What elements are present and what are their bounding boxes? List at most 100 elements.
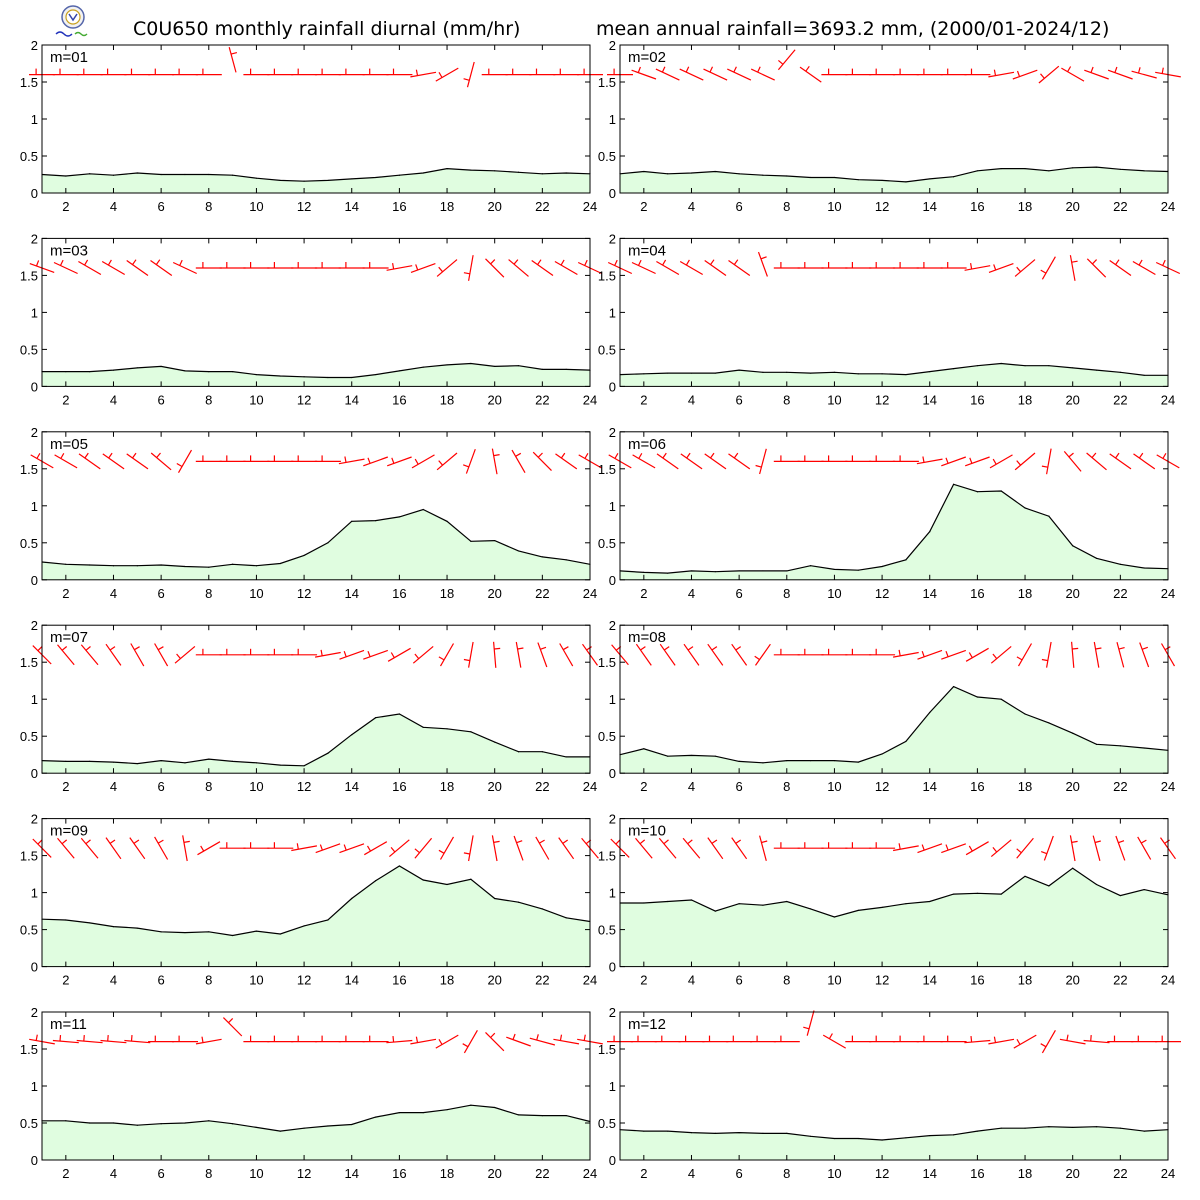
rainfall-point — [738, 369, 740, 371]
rainfall-point — [89, 1122, 91, 1124]
wind-barb-shaft — [537, 642, 548, 668]
wind-barb — [462, 448, 476, 474]
rainfall-point — [470, 362, 472, 365]
y-tick-label: 0.5 — [20, 923, 38, 938]
wind-barb-shaft — [703, 68, 728, 81]
wind-barb-feather — [733, 452, 739, 459]
wind-barb — [363, 841, 388, 856]
x-tick-label: 10 — [827, 199, 841, 214]
x-tick-label: 12 — [297, 1166, 311, 1181]
rainfall-point — [929, 178, 931, 180]
x-tick-label: 2 — [640, 779, 647, 794]
x-tick-label: 24 — [1161, 199, 1175, 214]
wind-barb-feather — [35, 1034, 38, 1041]
wind-barb — [1137, 836, 1152, 860]
wind-barb-feather — [516, 840, 523, 844]
rainfall-point — [1119, 168, 1121, 170]
x-tick-label: 16 — [970, 973, 984, 988]
wind-barb — [101, 259, 126, 276]
rainfall-point — [565, 368, 567, 370]
wind-barb-feather — [970, 262, 973, 270]
y-tick-label: 1.5 — [598, 655, 616, 670]
x-tick-label: 20 — [1065, 779, 1079, 794]
x-tick-label: 18 — [1018, 973, 1032, 988]
x-tick-label: 16 — [392, 586, 406, 601]
x-tick-label: 12 — [297, 973, 311, 988]
wind-barb-feather — [992, 653, 998, 659]
wind-barb-shaft — [964, 265, 991, 271]
rainfall-point — [65, 371, 67, 373]
wind-barb-feather — [661, 66, 666, 73]
wind-barb — [941, 456, 967, 467]
wind-barb-feather — [1090, 1035, 1092, 1042]
x-tick-label: 8 — [783, 586, 790, 601]
rainfall-point — [517, 901, 520, 903]
wind-barb-feather — [710, 452, 715, 459]
wind-barb — [726, 1035, 753, 1043]
wind-barb-shaft — [635, 643, 652, 666]
x-tick-label: 6 — [736, 779, 743, 794]
wind-barb — [463, 835, 474, 862]
wind-barb — [773, 1035, 800, 1043]
wind-barb — [339, 843, 365, 854]
rainfall-point — [1072, 167, 1074, 169]
wind-barb — [435, 1034, 459, 1049]
wind-barb-shaft — [150, 452, 172, 471]
rainfall-point — [446, 364, 448, 366]
y-tick-label: 2 — [609, 812, 616, 827]
x-tick-label: 2 — [640, 392, 647, 407]
wind-barb-shaft — [1086, 452, 1107, 471]
x-tick-label: 6 — [158, 779, 165, 794]
wind-barb — [821, 842, 848, 849]
wind-barb-shaft — [150, 260, 173, 276]
x-tick-label: 24 — [583, 973, 597, 988]
wind-barb — [773, 455, 800, 462]
y-tick-label: 0 — [31, 186, 38, 201]
wind-barb — [964, 456, 990, 467]
wind-barb — [513, 835, 524, 861]
x-tick-label: 10 — [249, 779, 263, 794]
wind-barb — [386, 262, 413, 271]
rainfall-point — [565, 172, 567, 174]
wind-barb-feather — [109, 646, 116, 651]
wind-barb-shaft — [511, 449, 526, 473]
rainfall-point — [89, 371, 91, 373]
y-tick-label: 1 — [31, 499, 38, 514]
wind-barb-feather — [757, 66, 761, 73]
rainfall-point — [1024, 167, 1026, 170]
rainfall-point — [905, 559, 907, 561]
x-tick-label: 22 — [535, 779, 549, 794]
wind-barb-feather — [761, 840, 768, 844]
x-tick-label: 22 — [1113, 973, 1127, 988]
wind-barb-feather — [1140, 839, 1147, 844]
rainfall-point — [857, 909, 859, 911]
y-tick-label: 2 — [609, 38, 616, 53]
wind-barb-shaft — [659, 643, 676, 666]
wind-barb — [362, 1035, 389, 1043]
wind-barb-shaft — [228, 47, 237, 73]
wind-barb-feather — [735, 646, 742, 651]
rainfall-point — [857, 569, 859, 571]
wind-barb-shaft — [680, 453, 703, 470]
wind-barb — [916, 1035, 943, 1043]
wind-barb-shaft — [631, 261, 656, 275]
wind-barb-shaft — [410, 1038, 437, 1045]
x-tick-label: 10 — [249, 1166, 263, 1181]
y-tick-label: 0 — [609, 186, 616, 201]
rainfall-point — [374, 717, 377, 719]
x-tick-label: 22 — [1113, 392, 1127, 407]
x-tick-label: 4 — [688, 973, 695, 988]
wind-barb-shaft — [707, 643, 724, 666]
x-tick-label: 20 — [1065, 1166, 1079, 1181]
wind-barb — [869, 842, 896, 849]
wind-barb-shaft — [129, 837, 146, 860]
x-tick-label: 14 — [923, 973, 937, 988]
x-tick-label: 6 — [736, 199, 743, 214]
wind-barb — [635, 837, 653, 859]
rainfall-point — [398, 865, 400, 867]
rainfall-point — [255, 930, 258, 932]
wind-barb — [1041, 448, 1052, 475]
wind-barb — [822, 1033, 847, 1049]
x-tick-label: 24 — [583, 1166, 597, 1181]
wind-barb — [243, 68, 270, 76]
